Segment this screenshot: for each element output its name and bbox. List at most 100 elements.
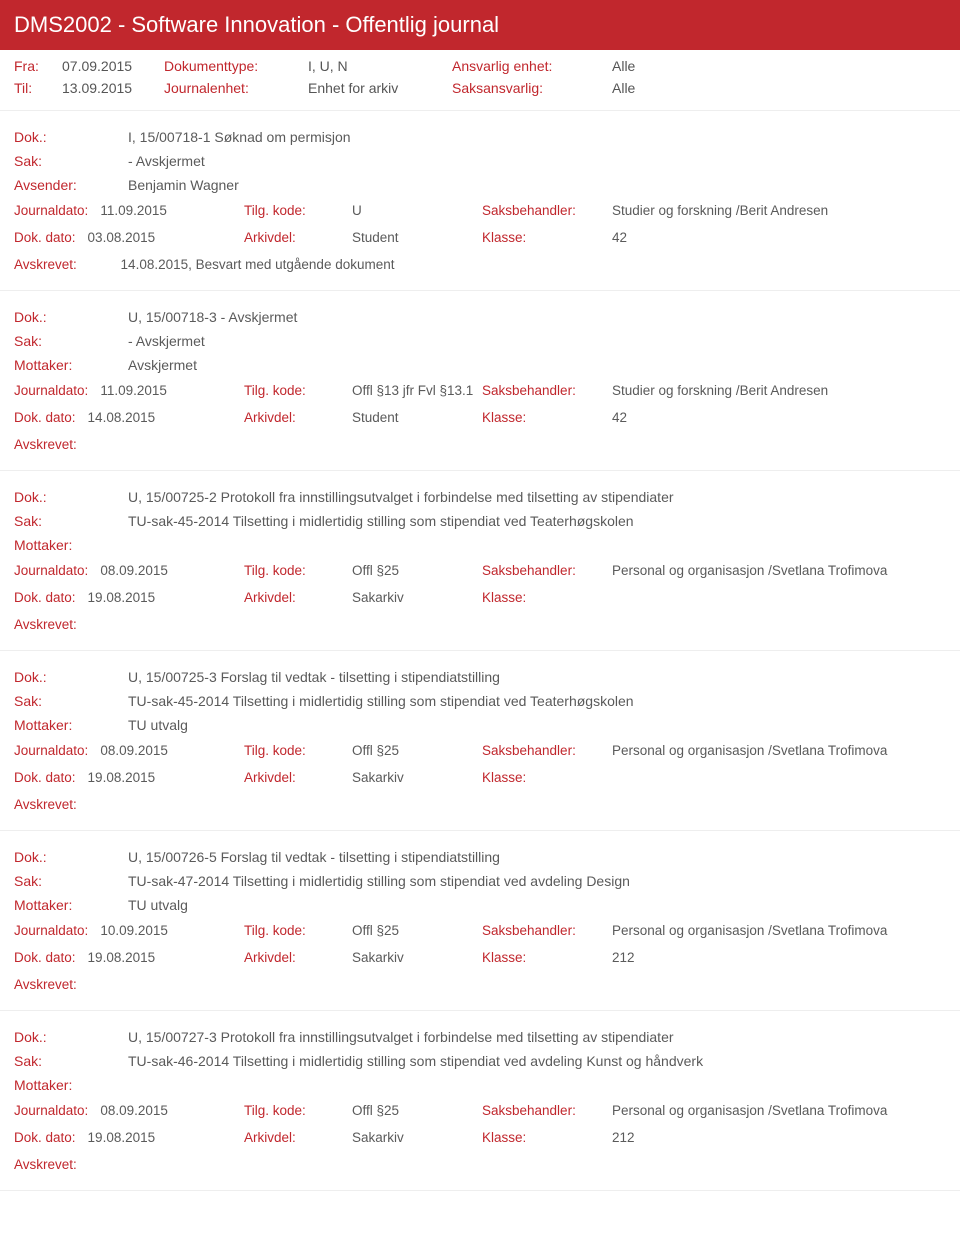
- dokdato-label: Dok. dato:: [14, 590, 76, 605]
- dokdato-value: 03.08.2015: [88, 230, 156, 245]
- arkivdel-value: Student: [352, 410, 399, 425]
- journaldato-value: 10.09.2015: [100, 923, 168, 938]
- dokdato-label: Dok. dato:: [14, 230, 76, 245]
- tilgkode-label: Tilg. kode:: [244, 743, 306, 758]
- saksbehandler-label: Saksbehandler:: [482, 743, 576, 758]
- dokdato-value: 19.08.2015: [88, 1130, 156, 1145]
- tilgkode-label: Tilg. kode:: [244, 1103, 306, 1118]
- dok-value: U, 15/00725-3 Forslag til vedtak - tilse…: [128, 669, 500, 685]
- til-value: 13.09.2015: [62, 80, 132, 96]
- saksbehandler-label: Saksbehandler:: [482, 383, 576, 398]
- sak-label: Sak:: [14, 513, 128, 529]
- saksbehandler-value: Personal og organisasjon /Svetlana Trofi…: [612, 563, 887, 578]
- sak-label: Sak:: [14, 873, 128, 889]
- party-value: Benjamin Wagner: [128, 177, 239, 193]
- avskrevet-label: Avskrevet:: [14, 617, 77, 632]
- saksbehandler-label: Saksbehandler:: [482, 923, 576, 938]
- party-value: TU utvalg: [128, 897, 188, 913]
- sak-value: TU-sak-47-2014 Tilsetting i midlertidig …: [128, 873, 630, 889]
- avskrevet-label: Avskrevet:: [14, 977, 77, 992]
- arkivdel-label: Arkivdel:: [244, 770, 296, 785]
- journal-entry: Dok.: U, 15/00718-3 - Avskjermet Sak: - …: [0, 291, 960, 471]
- avskrevet-label: Avskrevet:: [14, 797, 77, 812]
- journaldato-value: 08.09.2015: [100, 1103, 168, 1118]
- dokdato-value: 19.08.2015: [88, 950, 156, 965]
- avskrevet-label: Avskrevet:: [14, 257, 77, 272]
- dok-label: Dok.:: [14, 309, 128, 325]
- klasse-value: 42: [612, 230, 627, 245]
- klasse-label: Klasse:: [482, 950, 526, 965]
- tilgkode-value: Offl §25: [352, 563, 399, 578]
- party-label: Mottaker:: [14, 717, 128, 733]
- dokdato-value: 19.08.2015: [88, 770, 156, 785]
- dokdato-value: 19.08.2015: [88, 590, 156, 605]
- tilgkode-label: Tilg. kode:: [244, 383, 306, 398]
- dok-label: Dok.:: [14, 669, 128, 685]
- tilgkode-value: Offl §25: [352, 1103, 399, 1118]
- klasse-label: Klasse:: [482, 1130, 526, 1145]
- journaldato-value: 08.09.2015: [100, 563, 168, 578]
- klasse-value: 212: [612, 1130, 635, 1145]
- saksbehandler-label: Saksbehandler:: [482, 563, 576, 578]
- arkivdel-label: Arkivdel:: [244, 590, 296, 605]
- journal-entry: Dok.: I, 15/00718-1 Søknad om permisjon …: [0, 111, 960, 291]
- dokdato-value: 14.08.2015: [88, 410, 156, 425]
- arkivdel-value: Sakarkiv: [352, 770, 404, 785]
- doktype-value: I, U, N: [308, 58, 348, 74]
- journal-entry: Dok.: U, 15/00726-5 Forslag til vedtak -…: [0, 831, 960, 1011]
- journalenhet-value: Enhet for arkiv: [308, 80, 398, 96]
- sak-value: - Avskjermet: [128, 333, 205, 349]
- journaldato-label: Journaldato:: [14, 923, 88, 938]
- dok-value: U, 15/00718-3 - Avskjermet: [128, 309, 297, 325]
- arkivdel-label: Arkivdel:: [244, 1130, 296, 1145]
- journal-entry: Dok.: U, 15/00727-3 Protokoll fra innsti…: [0, 1011, 960, 1191]
- saksbehandler-value: Personal og organisasjon /Svetlana Trofi…: [612, 743, 887, 758]
- tilgkode-label: Tilg. kode:: [244, 203, 306, 218]
- dokdato-label: Dok. dato:: [14, 770, 76, 785]
- dok-value: U, 15/00727-3 Protokoll fra innstillings…: [128, 1029, 674, 1045]
- doktype-label: Dokumenttype:: [164, 58, 284, 74]
- sak-label: Sak:: [14, 153, 128, 169]
- dokdato-label: Dok. dato:: [14, 1130, 76, 1145]
- party-label: Mottaker:: [14, 537, 128, 553]
- dokdato-label: Dok. dato:: [14, 950, 76, 965]
- party-value: TU utvalg: [128, 717, 188, 733]
- journal-entry: Dok.: U, 15/00725-2 Protokoll fra innsti…: [0, 471, 960, 651]
- dok-value: I, 15/00718-1 Søknad om permisjon: [128, 129, 351, 145]
- journaldato-label: Journaldato:: [14, 1103, 88, 1118]
- klasse-label: Klasse:: [482, 230, 526, 245]
- saksbehandler-value: Personal og organisasjon /Svetlana Trofi…: [612, 1103, 887, 1118]
- dok-value: U, 15/00726-5 Forslag til vedtak - tilse…: [128, 849, 500, 865]
- journaldato-value: 11.09.2015: [100, 383, 167, 398]
- journaldato-value: 08.09.2015: [100, 743, 168, 758]
- tilgkode-value: Offl §13 jfr Fvl §13.1: [352, 383, 473, 398]
- party-label: Mottaker:: [14, 357, 128, 373]
- journaldato-label: Journaldato:: [14, 383, 88, 398]
- tilgkode-value: U: [352, 203, 362, 218]
- saksbehandler-value: Studier og forskning /Berit Andresen: [612, 203, 828, 218]
- party-label: Avsender:: [14, 177, 128, 193]
- arkivdel-value: Student: [352, 230, 399, 245]
- saksbehandler-value: Studier og forskning /Berit Andresen: [612, 383, 828, 398]
- saksbehandler-label: Saksbehandler:: [482, 203, 576, 218]
- saksansvarlig-label: Saksansvarlig:: [452, 80, 543, 96]
- ansvarlig-label: Ansvarlig enhet:: [452, 58, 552, 74]
- saksbehandler-label: Saksbehandler:: [482, 1103, 576, 1118]
- sak-value: - Avskjermet: [128, 153, 205, 169]
- dok-label: Dok.:: [14, 129, 128, 145]
- sak-value: TU-sak-45-2014 Tilsetting i midlertidig …: [128, 693, 634, 709]
- party-label: Mottaker:: [14, 897, 128, 913]
- avskrevet-label: Avskrevet:: [14, 437, 77, 452]
- fra-value: 07.09.2015: [62, 58, 132, 74]
- klasse-value: 42: [612, 410, 627, 425]
- journalenhet-label: Journalenhet:: [164, 80, 284, 96]
- arkivdel-label: Arkivdel:: [244, 950, 296, 965]
- avskrevet-value: 14.08.2015, Besvart med utgående dokumen…: [121, 257, 395, 272]
- dokdato-label: Dok. dato:: [14, 410, 76, 425]
- sak-label: Sak:: [14, 693, 128, 709]
- dok-label: Dok.:: [14, 489, 128, 505]
- journaldato-label: Journaldato:: [14, 203, 88, 218]
- arkivdel-label: Arkivdel:: [244, 230, 296, 245]
- tilgkode-label: Tilg. kode:: [244, 563, 306, 578]
- arkivdel-value: Sakarkiv: [352, 590, 404, 605]
